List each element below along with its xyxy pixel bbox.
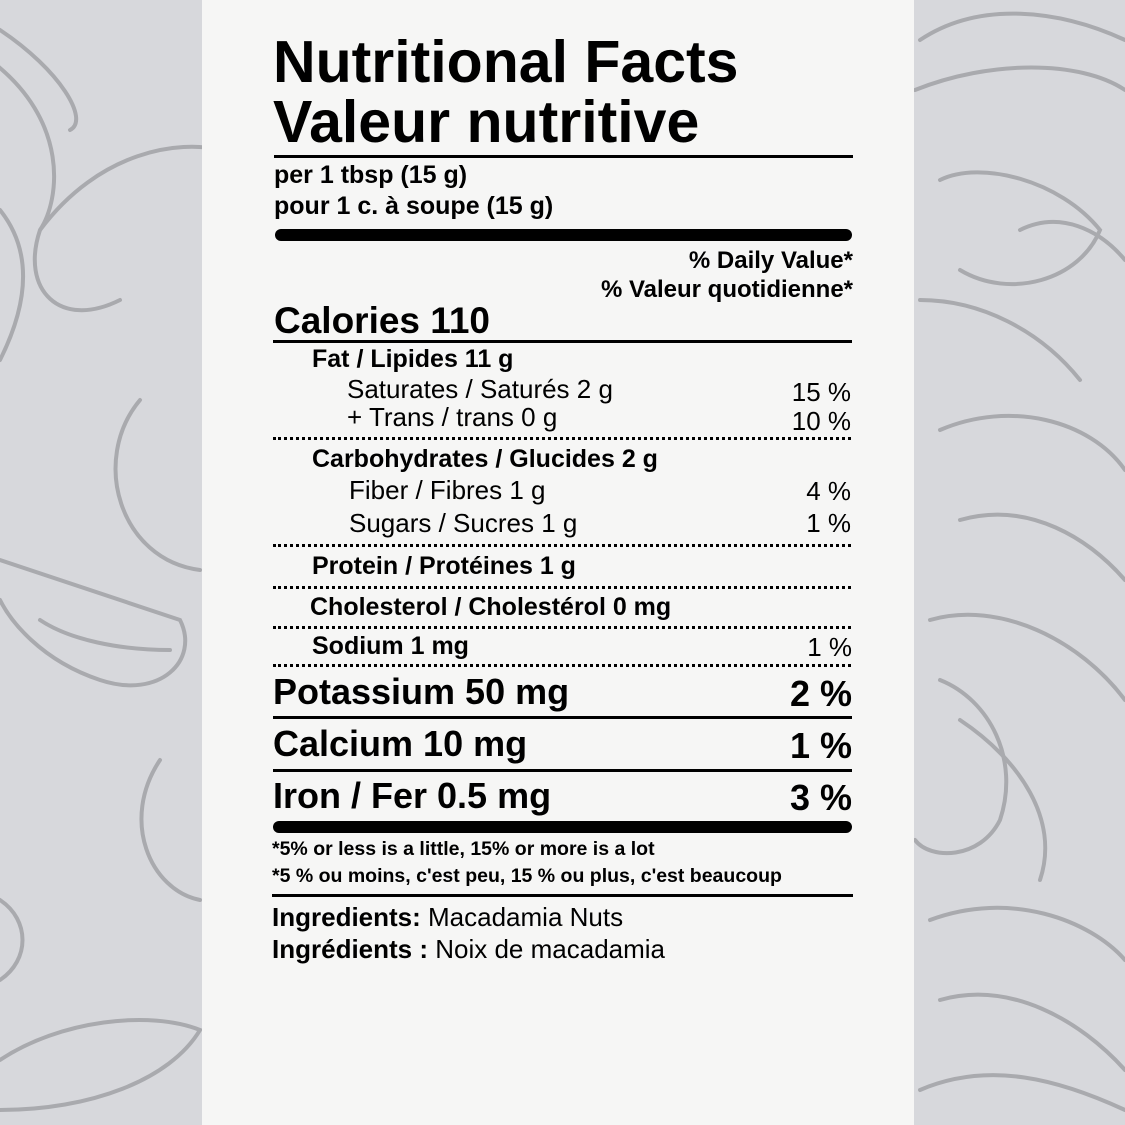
ingredients-en-label: Ingredients:	[272, 902, 421, 932]
potassium-label: Potassium 50 mg	[273, 671, 570, 712]
title-fr: Valeur nutritive	[273, 89, 700, 155]
footnote-fr: *5 % ou moins, c'est peu, 15 % ou plus, …	[272, 865, 782, 887]
divider	[272, 894, 853, 897]
ingredients-fr: Ingrédients : Noix de macadamia	[272, 934, 665, 965]
dotted-divider	[273, 626, 851, 629]
divider	[273, 769, 852, 772]
serving-en: per 1 tbsp (15 g)	[274, 161, 468, 189]
ingredients-en-value: Macadamia Nuts	[420, 902, 624, 932]
daily-value-header-en: % Daily Value*	[688, 247, 853, 274]
trans-dv: 10 %	[791, 406, 851, 436]
divider	[273, 340, 852, 343]
ingredients-fr-label: Ingrédients :	[272, 934, 429, 964]
cholesterol-label: Cholesterol / Cholestérol 0 mg	[310, 593, 672, 621]
carbs-label: Carbohydrates / Glucides 2 g	[312, 445, 658, 473]
divider	[274, 155, 853, 158]
iron-dv: 3 %	[789, 777, 852, 818]
divider	[273, 716, 852, 719]
serving-fr: pour 1 c. à soupe (15 g)	[274, 192, 554, 220]
sugars-label: Sugars / Sucres 1 g	[349, 508, 578, 538]
calcium-dv: 1 %	[789, 725, 852, 766]
ingredients-fr-value: Noix de macadamia	[428, 934, 666, 964]
dotted-divider	[273, 586, 851, 589]
fiber-label: Fiber / Fibres 1 g	[349, 475, 546, 505]
sodium-dv: 1 %	[807, 632, 852, 662]
thick-divider	[275, 229, 852, 241]
iron-label: Iron / Fer 0.5 mg	[273, 775, 552, 816]
sodium-label: Sodium 1 mg	[312, 632, 469, 660]
daily-value-header-fr: % Valeur quotidienne*	[600, 276, 853, 303]
trans-label: + Trans / trans 0 g	[347, 402, 558, 432]
saturates-dv: 15 %	[791, 377, 851, 407]
sugars-dv: 1 %	[806, 508, 851, 538]
saturates-label: Saturates / Saturés 2 g	[347, 374, 613, 404]
nutrition-label-panel	[202, 0, 914, 1125]
ingredients-en: Ingredients: Macadamia Nuts	[272, 902, 623, 933]
dotted-divider	[273, 664, 851, 667]
fiber-dv: 4 %	[806, 476, 851, 506]
potassium-dv: 2 %	[789, 673, 852, 714]
calories: Calories 110	[274, 300, 490, 341]
protein-label: Protein / Protéines 1 g	[312, 552, 576, 580]
calcium-label: Calcium 10 mg	[273, 723, 528, 764]
title-en: Nutritional Facts	[273, 29, 739, 95]
thick-divider	[273, 821, 852, 833]
fat-label: Fat / Lipides 11 g	[312, 345, 514, 373]
dotted-divider	[273, 437, 851, 440]
footnote-en: *5% or less is a little, 15% or more is …	[272, 838, 655, 860]
dotted-divider	[273, 544, 851, 547]
